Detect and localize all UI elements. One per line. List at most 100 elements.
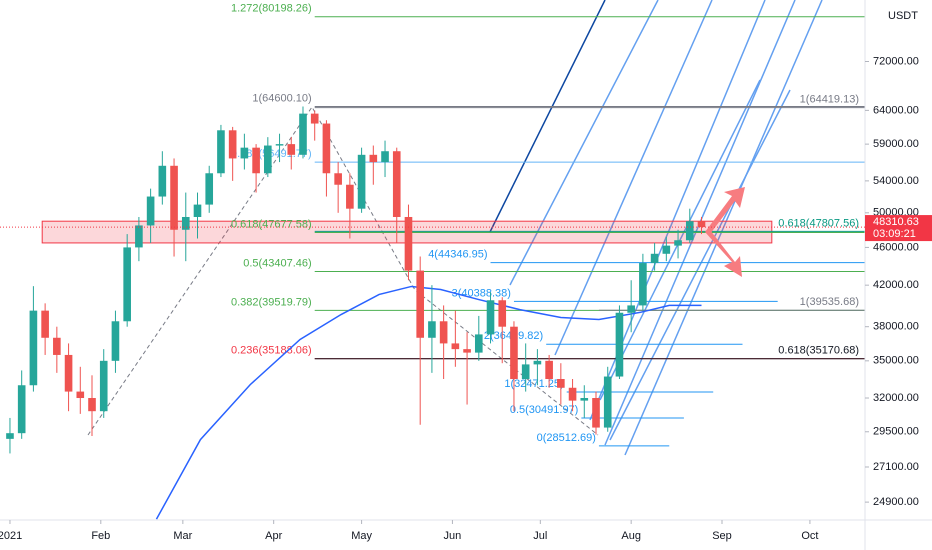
candle-body <box>334 173 342 185</box>
x-tick-label: May <box>351 530 372 542</box>
candle-body <box>486 300 495 335</box>
candle-body <box>76 391 85 399</box>
candle-body <box>521 364 530 380</box>
x-tick-label: Mar <box>173 530 192 542</box>
candle-body <box>252 147 260 174</box>
candle-body <box>474 334 483 353</box>
fib-label: 1.272(80198.26) <box>231 3 312 15</box>
fib-label: 1(64419.13) <box>800 94 859 106</box>
candle-body <box>310 113 319 124</box>
fib-label: 1(64600.10) <box>252 92 311 104</box>
candle-body <box>392 151 401 217</box>
pitchfork-line <box>609 89 791 441</box>
candle-body <box>287 144 296 155</box>
candle-body <box>498 300 507 327</box>
candle-body <box>240 147 249 159</box>
y-tick-label: 64000.00 <box>873 104 919 116</box>
x-tick-label: Jun <box>444 530 462 542</box>
pitchfork-line <box>599 79 761 401</box>
fib-label: 0.618(47807.56) <box>778 217 859 229</box>
candle-body <box>357 154 366 209</box>
currency: USDT <box>888 10 918 22</box>
candle-body <box>369 154 378 163</box>
candle-body <box>639 263 647 306</box>
candle-body <box>322 123 331 174</box>
candle-body <box>299 113 307 155</box>
candle-body <box>99 360 108 412</box>
last-price-label: 48310.63 <box>873 216 919 228</box>
x-tick-label: Aug <box>621 530 641 542</box>
candle-body <box>428 321 436 338</box>
y-tick-label: 54000.00 <box>873 175 919 187</box>
candle-body <box>146 196 155 226</box>
candle-body <box>685 221 694 241</box>
last-price-box <box>865 215 932 242</box>
candle-body <box>416 270 425 338</box>
candle-body <box>88 398 96 412</box>
x-tick-label: Jul <box>533 530 547 542</box>
candle-body <box>181 216 190 230</box>
countdown: 03:09:21 <box>873 228 916 240</box>
x-tick-label: Sep <box>712 530 732 542</box>
fib-label: 0.236(35188.06) <box>231 345 312 357</box>
candle-body <box>404 216 413 271</box>
y-tick-label: 29500.00 <box>873 426 919 438</box>
candle-body <box>53 337 61 355</box>
candle-body <box>123 247 131 322</box>
y-tick-label: 24900.00 <box>873 496 919 508</box>
candle-body <box>170 165 178 230</box>
candle-body <box>603 376 612 428</box>
zigzag <box>87 106 599 436</box>
candle-body <box>439 321 448 344</box>
candle-body <box>41 310 49 338</box>
candle-body <box>674 240 682 246</box>
candle-body <box>228 130 237 159</box>
x-tick-label: 2021 <box>0 530 22 542</box>
y-tick-label: 72000.00 <box>873 55 919 67</box>
arrow-up <box>705 187 745 234</box>
arrow-down <box>705 230 742 277</box>
candle-body <box>135 225 143 248</box>
y-tick-label: 32000.00 <box>873 392 919 404</box>
candle-body <box>29 310 38 386</box>
moving-average <box>155 285 702 520</box>
fib-label: 0.618(47677.58) <box>231 218 312 230</box>
y-tick-label: 42000.00 <box>873 279 919 291</box>
pitchfork-median <box>489 0 606 233</box>
candle-body <box>463 349 471 353</box>
candle-body <box>346 184 354 209</box>
x-tick-label: Feb <box>91 530 110 542</box>
candle-body <box>697 221 706 228</box>
candle-body <box>627 305 635 313</box>
candle-body <box>111 321 120 361</box>
fib-label: 0.382(39519.79) <box>231 296 312 308</box>
candle-body <box>662 245 671 254</box>
candle-body <box>568 387 577 401</box>
candle-body <box>650 253 659 264</box>
candle-body <box>451 343 460 350</box>
pitchfork-line <box>509 0 659 286</box>
y-tick-label: 35000.00 <box>873 355 919 367</box>
x-tick-label: Apr <box>265 530 282 542</box>
fib-label: 1(39535.68) <box>800 296 859 308</box>
candle-body <box>217 130 225 174</box>
y-tick-label: 38000.00 <box>873 321 919 333</box>
candle-body <box>381 151 389 163</box>
y-tick-label: 46000.00 <box>873 241 919 253</box>
candle-body <box>17 385 26 434</box>
fib-label: 0(28512.69) <box>537 432 596 444</box>
fib-label: 0.618(35170.68) <box>778 345 859 357</box>
fib-label: 1(32471.25) <box>504 378 563 390</box>
candle-body <box>193 204 202 217</box>
fib-label: 0.5(30491.97) <box>510 404 579 416</box>
y-tick-label: 27100.00 <box>873 461 919 473</box>
candle-body <box>64 354 73 392</box>
candle-body <box>592 398 600 428</box>
candle-body <box>264 145 272 174</box>
candle-body <box>205 173 214 205</box>
fib-label: 4(44346.95) <box>428 249 487 261</box>
candle-body <box>275 144 284 146</box>
pitchfork-line <box>554 0 713 356</box>
